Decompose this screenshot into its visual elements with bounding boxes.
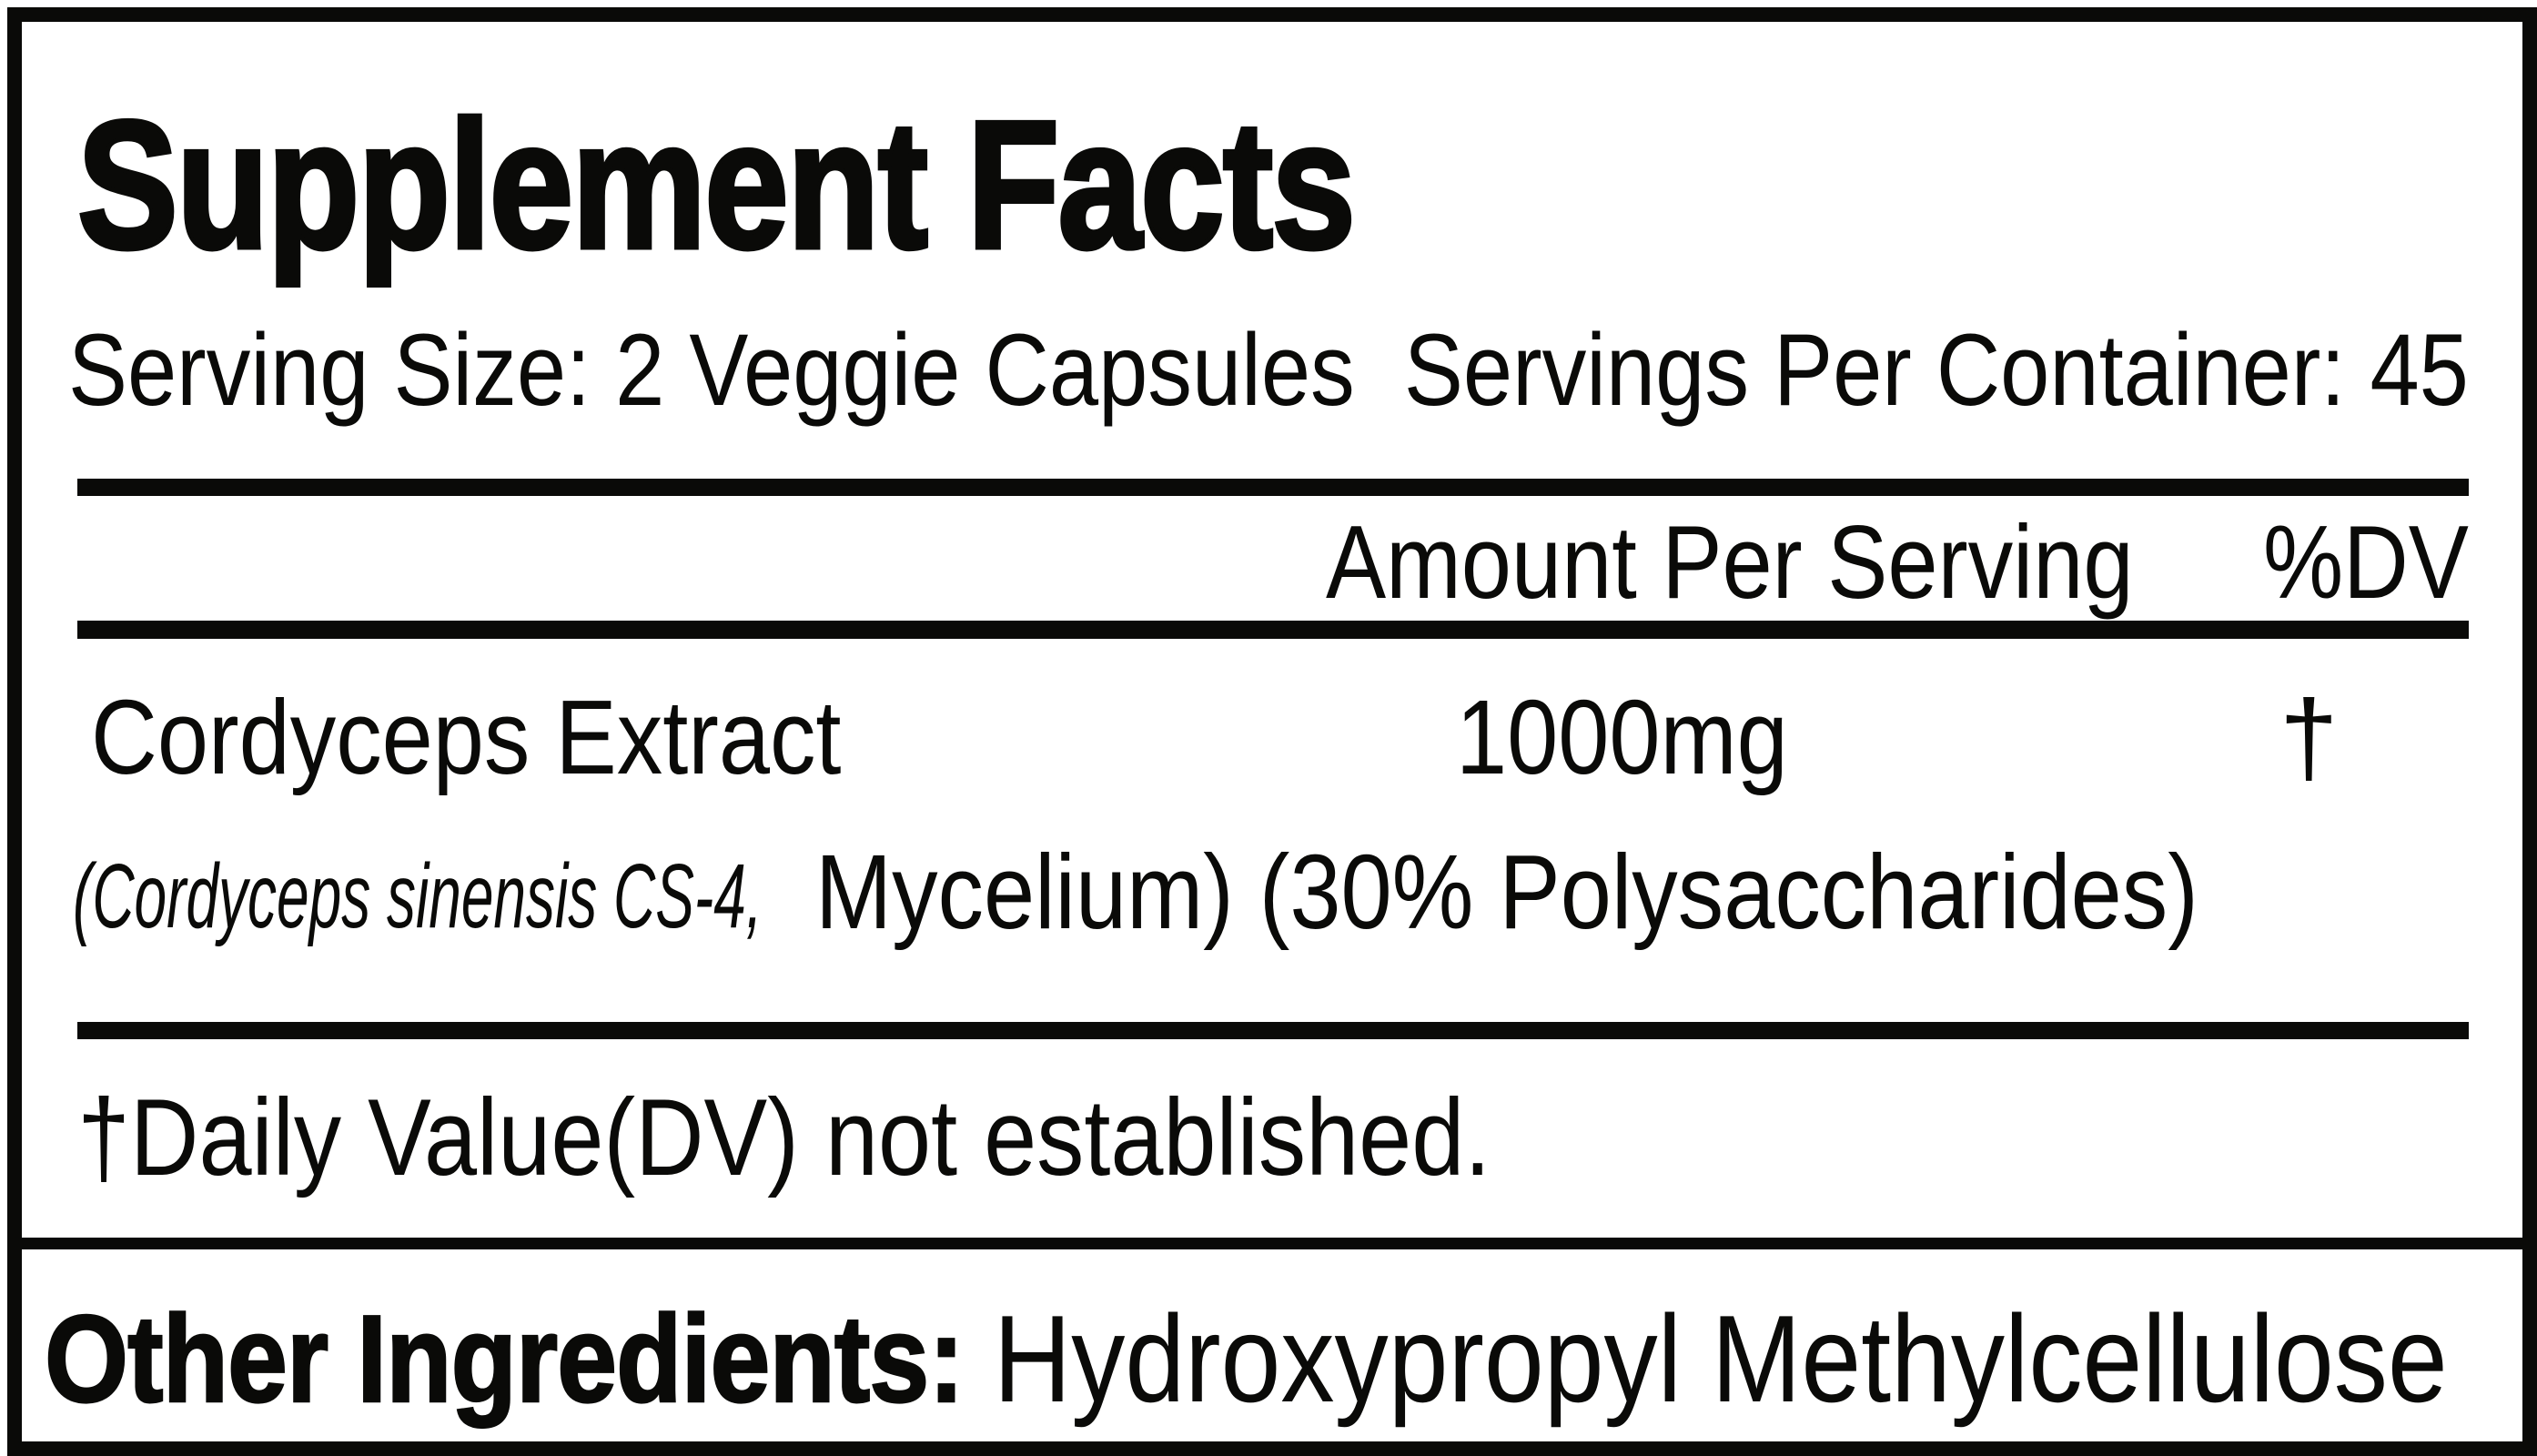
page-title: Supplement Facts bbox=[76, 84, 1616, 287]
label-content: Supplement Facts Serving Size: 2 Veggie … bbox=[22, 22, 2522, 1441]
ingredient-detail-italic: (Cordyceps sinensis CS-4, bbox=[73, 845, 763, 947]
supplement-label: Supplement Facts Serving Size: 2 Veggie … bbox=[7, 7, 2537, 1456]
thick-rule-top bbox=[77, 479, 2469, 496]
thick-rule-mid bbox=[77, 621, 2469, 639]
column-header-dv: %DV bbox=[2263, 505, 2469, 621]
servings-per-container-text: Servings Per Container: 45 bbox=[1403, 313, 2469, 427]
ingredient-name: Cordyceps Extract bbox=[91, 678, 842, 796]
serving-info-row: Serving Size: 2 Veggie Capsules Servings… bbox=[68, 319, 2469, 421]
dv-footnote: †Daily Value(DV) not established. bbox=[77, 1077, 1491, 1198]
serving-size-text: Serving Size: 2 Veggie Capsules bbox=[68, 313, 1355, 427]
other-ingredients-value: Hydroxypropyl Methylcellulose bbox=[963, 1289, 2448, 1428]
page-title-text: Supplement Facts bbox=[76, 84, 1358, 287]
thick-rule-bottom bbox=[77, 1022, 2469, 1039]
section-divider bbox=[22, 1238, 2522, 1249]
ingredient-dv-symbol: † bbox=[2279, 678, 2339, 796]
column-header-amount: Amount Per Serving bbox=[1326, 505, 2134, 621]
other-ingredients-label: Other Ingredients: bbox=[44, 1289, 965, 1428]
ingredient-amount: 1000mg bbox=[1456, 678, 1788, 796]
ingredient-detail-regular: Mycelium) (30% Polysaccharides) bbox=[815, 833, 2198, 951]
other-ingredients-line: Other Ingredients: Hydroxypropyl Methylc… bbox=[44, 1296, 2537, 1422]
